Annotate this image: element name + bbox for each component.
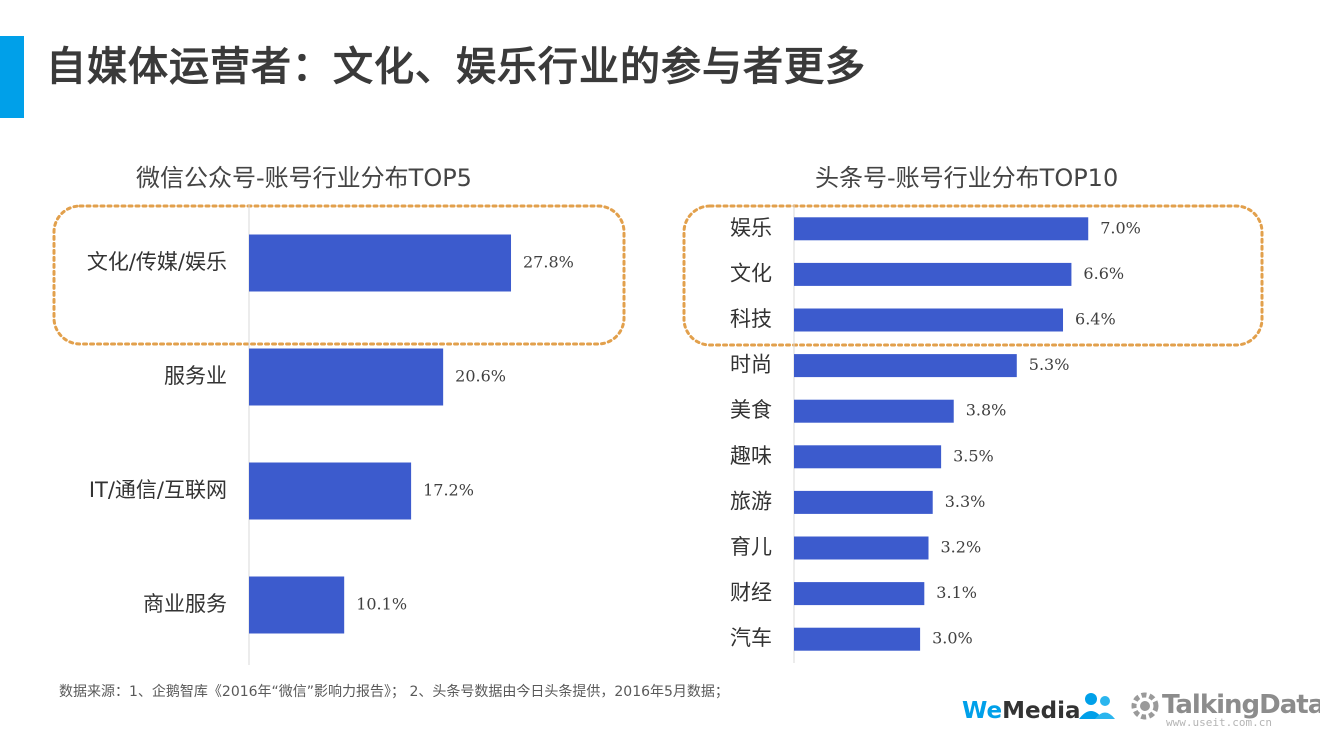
wemedia-logo-we: We	[962, 698, 1003, 724]
toutiao-highlight-frame	[682, 204, 1264, 347]
toutiao-category-label: 科技	[730, 307, 772, 331]
toutiao-value-label: 3.1%	[936, 583, 977, 602]
toutiao-category-label: 财经	[730, 581, 772, 605]
wechat-value-label: 10.1%	[356, 595, 407, 614]
toutiao-value-label: 3.3%	[945, 492, 986, 511]
wechat-bar	[249, 348, 444, 406]
watermark: www.useit.com.cn	[1166, 716, 1272, 729]
toutiao-bar	[794, 217, 1089, 241]
toutiao-bar	[794, 582, 925, 606]
data-source-footnote: 数据来源：1、企鹅智库《2016年“微信”影响力报告》； 2、头条号数据由今日头…	[59, 684, 729, 700]
toutiao-category-label: 美食	[730, 398, 772, 422]
wechat-value-label: 27.8%	[523, 253, 574, 272]
toutiao-bar	[794, 262, 1072, 286]
toutiao-bar	[794, 354, 1017, 378]
wechat-category-label: 商业服务	[143, 592, 227, 616]
toutiao-value-label: 3.8%	[966, 401, 1007, 420]
toutiao-category-label: 娱乐	[730, 216, 772, 240]
people-icon	[1079, 693, 1115, 719]
toutiao-value-label: 3.2%	[941, 538, 982, 557]
wechat-bar	[249, 576, 345, 634]
toutiao-bar	[794, 536, 929, 560]
page-title: 自媒体运营者：文化、娱乐行业的参与者更多	[46, 44, 866, 90]
toutiao-category-label: 旅游	[730, 489, 772, 513]
toutiao-bar	[794, 627, 921, 651]
toutiao-category-label: 文化	[730, 261, 772, 285]
wechat-category-label: 文化/传媒/娱乐	[87, 250, 227, 274]
wechat-value-label: 17.2%	[423, 481, 474, 500]
toutiao-category-label: 时尚	[730, 353, 772, 377]
wemedia-logo-media: Media	[1002, 698, 1081, 724]
wemedia-logo: WeMedia	[962, 698, 1081, 724]
wechat-highlight-frame	[52, 204, 626, 346]
toutiao-value-label: 5.3%	[1029, 355, 1070, 374]
wechat-category-label: 服务业	[164, 364, 227, 388]
wechat-value-label: 20.6%	[455, 367, 506, 386]
toutiao-value-label: 3.0%	[932, 629, 973, 648]
toutiao-category-label: 汽车	[730, 626, 772, 650]
toutiao-chart-title: 头条号-账号行业分布TOP10	[815, 164, 1119, 192]
toutiao-bar	[794, 445, 942, 469]
toutiao-value-label: 6.6%	[1083, 264, 1124, 283]
toutiao-value-label: 7.0%	[1100, 218, 1141, 237]
toutiao-value-label: 6.4%	[1075, 310, 1116, 329]
toutiao-category-label: 育儿	[730, 535, 772, 559]
toutiao-value-label: 3.5%	[953, 446, 994, 465]
toutiao-category-label: 趣味	[730, 444, 772, 468]
toutiao-bar	[794, 490, 933, 514]
gear-icon	[1131, 692, 1159, 720]
toutiao-bar	[794, 399, 954, 423]
wechat-bar	[249, 234, 512, 292]
title-accent-bar	[0, 36, 24, 118]
wechat-chart-title: 微信公众号-账号行业分布TOP5	[136, 164, 472, 192]
toutiao-bar	[794, 308, 1064, 332]
wechat-category-label: IT/通信/互联网	[89, 478, 227, 502]
wechat-bar	[249, 462, 412, 520]
talkingdata-logo: TalkingData	[1162, 690, 1320, 720]
